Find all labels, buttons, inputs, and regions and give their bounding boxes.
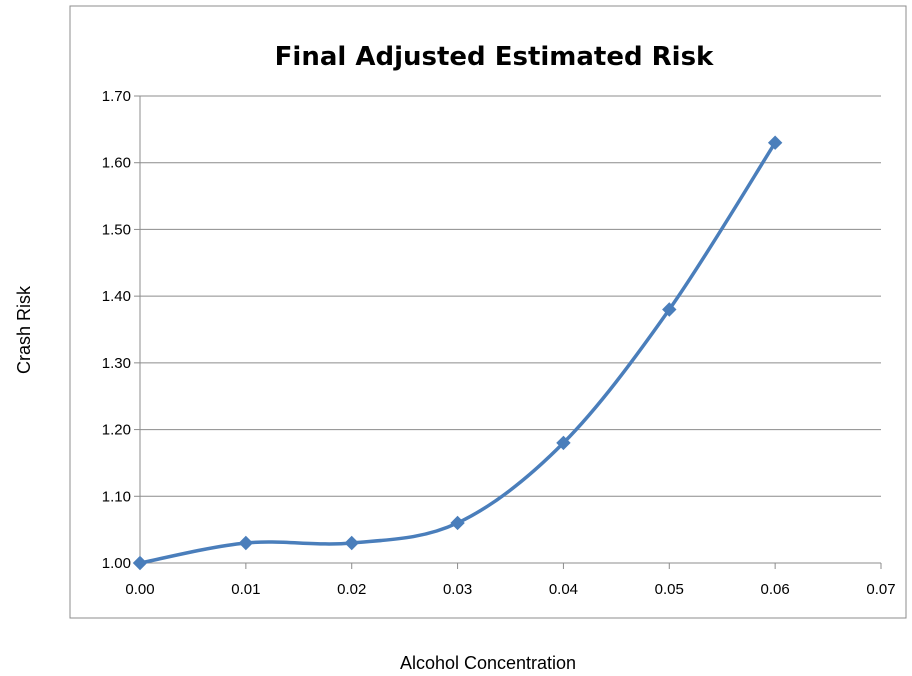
y-tick-label: 1.20: [102, 422, 131, 439]
chart-frame: [69, 5, 907, 619]
data-point: [767, 135, 783, 150]
y-tick-label: 1.30: [102, 355, 131, 372]
y-tick-label: 1.10: [102, 488, 131, 505]
y-axis-label: Crash Risk: [14, 285, 34, 374]
x-tick-label: 0.05: [655, 581, 684, 598]
y-tick-label: 1.70: [102, 88, 131, 105]
y-axis-ticks: 1.00 1.10 1.20 1.30 1.40 1.50 1.60 1.70: [102, 88, 140, 572]
series-crash-risk: [132, 135, 783, 571]
x-axis-label: Alcohol Concentration: [400, 653, 576, 673]
x-tick-label: 0.01: [231, 581, 260, 598]
data-point: [662, 302, 677, 317]
y-tick-label: 1.40: [102, 288, 131, 305]
data-point: [450, 515, 465, 531]
y-tick-label: 1.00: [102, 555, 131, 572]
gridlines: [140, 95, 881, 497]
x-tick-label: 0.04: [549, 581, 578, 598]
chart-title: Final Adjusted Estimated Risk: [275, 42, 714, 72]
y-tick-label: 1.50: [102, 221, 131, 238]
x-tick-label: 0.07: [866, 581, 895, 598]
x-tick-label: 0.02: [337, 581, 366, 598]
y-tick-label: 1.60: [102, 155, 131, 172]
data-point: [344, 535, 359, 551]
x-tick-label: 0.00: [125, 581, 154, 598]
data-point: [238, 535, 254, 551]
x-axis-ticks: 0.00 0.01 0.02 0.03 0.04 0.05 0.06 0.07: [125, 563, 896, 598]
data-point: [132, 555, 148, 571]
x-tick-label: 0.06: [761, 581, 790, 598]
x-tick-label: 0.03: [443, 581, 472, 598]
data-point: [556, 435, 571, 451]
